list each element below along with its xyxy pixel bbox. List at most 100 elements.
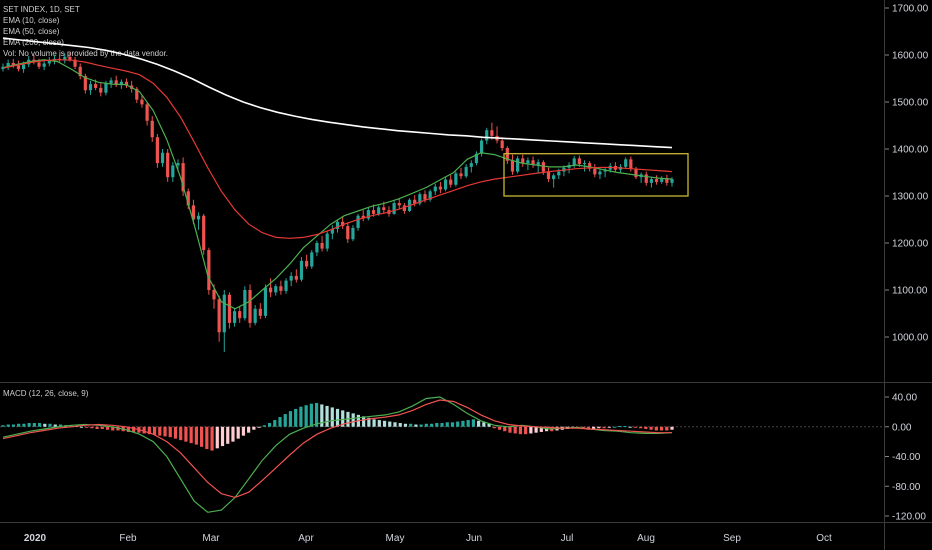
candle-body [310,252,314,267]
macd-histogram-bar [393,422,397,427]
candle-body [73,59,77,67]
candle-body [42,63,46,67]
candle-body [191,205,196,220]
candle-body [232,311,237,323]
macd-histogram-bar [105,426,110,430]
macd-histogram-bar [649,426,653,430]
candle-body [263,287,268,316]
macd-histogram-bar [189,426,193,444]
macd-histogram-bar [529,426,533,434]
macd-histogram-bar [320,404,324,427]
macd-histogram-bar [252,426,256,430]
macd-histogram-bar [450,422,455,427]
candle-body [356,215,360,228]
macd-histogram-bar [477,420,481,427]
candle-body [140,99,144,105]
macd-tick-label: -40.00 [892,452,921,463]
candle-body [557,171,561,176]
candle-body [305,260,309,267]
macd-histogram-bar [43,423,47,427]
macd-histogram-bar [194,426,198,445]
macd-histogram-bar [351,413,355,427]
macd-histogram-bar [497,426,502,430]
candle-body [11,62,15,66]
macd-histogram-bar [294,408,298,427]
macd-histogram-bar [398,423,402,427]
macd-histogram-bar [132,426,136,432]
candle-body [166,152,170,178]
macd-histogram-bar [341,410,345,427]
candle-body [299,260,304,280]
price-tick-label: 1200.00 [892,239,929,250]
candle-body [155,137,159,164]
macd-histogram-bar [267,423,272,427]
candle-body [94,84,98,88]
macd-histogram-bar [304,405,308,427]
time-tick-label: 2020 [24,533,47,544]
macd-histogram-bar [440,423,444,427]
macd-histogram-bar [602,426,606,429]
macd-histogram-bar [471,419,475,427]
macd-histogram-bar [403,423,408,427]
macd-histogram-bar [247,426,251,433]
candle-body [546,171,551,180]
candle-body [258,308,262,316]
candle-body [413,199,417,204]
candle-body [202,215,206,251]
ema10-label: EMA (10, close) [3,16,60,25]
candle-body [63,56,67,60]
candle-body [181,163,185,192]
time-tick-label: Mar [202,533,220,544]
macd-histogram-bar [314,402,319,427]
candle-body [654,179,659,182]
candle-body [207,250,211,290]
candle-body [392,203,396,214]
macd-histogram-bar [126,426,131,432]
price-pane [1,37,689,353]
candle-body [104,83,108,93]
macd-histogram-bar [90,426,94,429]
candle-body [253,308,257,323]
symbol-label: SET INDEX, 1D, SET [3,5,80,14]
candle-body [577,158,581,165]
macd-histogram-bar [367,417,371,427]
price-tick-label: 1300.00 [892,192,929,203]
time-tick-label: Aug [637,533,655,544]
macd-histogram-bar [518,426,523,435]
candle-body [160,152,165,164]
macd-histogram-bar [1,425,5,427]
candle-body [320,243,324,249]
macd-histogram-bar [22,423,26,427]
macd-histogram-bar [429,423,434,427]
candle-body [526,160,530,164]
macd-histogram-bar [607,426,611,428]
signal-line [2,399,672,499]
macd-histogram-bar [534,426,538,433]
macd-histogram-bar [325,405,329,427]
candle-body [248,290,252,323]
candle-body [588,163,592,169]
candle-body [423,194,427,200]
candle-body [361,215,365,219]
macd-tick-label: -80.00 [892,482,921,493]
macd-histogram-bar [152,426,157,435]
candle-body [418,194,422,204]
candle-body [665,178,669,183]
candle-body [124,81,129,86]
macd-histogram-bar [424,423,428,427]
ema50-label: EMA (50, close) [3,27,60,36]
macd-histogram-bar [163,426,167,437]
macd-histogram-bar [48,423,52,427]
candle-body [377,207,381,214]
macd-histogram-bar [6,424,10,427]
volume-label: Vol: No volume is provided by the data v… [3,49,168,58]
macd-histogram-bar [377,420,381,427]
macd-histogram-bar [524,426,528,435]
candle-body [402,205,406,212]
candle-body [505,148,509,161]
macd-histogram-bar [597,426,601,429]
candle-body [624,159,628,167]
macd-histogram-bar [414,424,418,427]
